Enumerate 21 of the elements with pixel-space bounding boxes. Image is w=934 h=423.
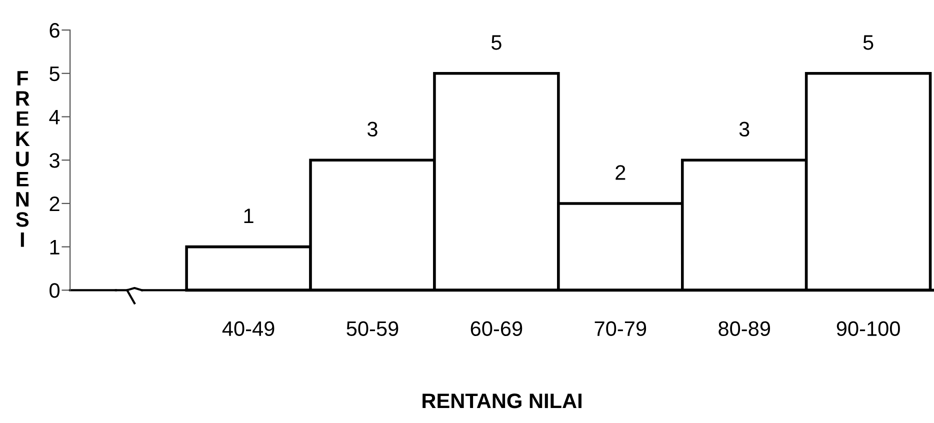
data-label: 5 (863, 35, 874, 50)
x-tick-label: 80-89 (718, 321, 770, 336)
y-tick-label: 1 (50, 240, 60, 254)
x-axis-title: RENTANG NILAI (422, 393, 582, 408)
y-tick-label: 0 (50, 283, 60, 298)
x-tick-label: 50-59 (346, 321, 398, 336)
data-label: 3 (739, 122, 750, 137)
x-tick-label: 60-69 (470, 321, 522, 336)
text: FREKUENSI (16, 71, 30, 247)
data-label: 3 (367, 122, 378, 137)
y-tick-label: 4 (49, 110, 60, 124)
y-tick-label: 6 (50, 23, 60, 38)
x-tick-label: 70-79 (594, 321, 646, 336)
y-tick-label: 2 (50, 196, 60, 212)
x-tick-label: 40-49 (222, 321, 274, 336)
data-label: 5 (491, 35, 502, 50)
data-label: 1 (244, 208, 254, 224)
y-tick-label: 3 (50, 153, 60, 168)
x-tick-label: 90-100 (836, 321, 900, 336)
y-tick-label: 5 (50, 66, 60, 82)
data-label: 2 (616, 165, 626, 180)
